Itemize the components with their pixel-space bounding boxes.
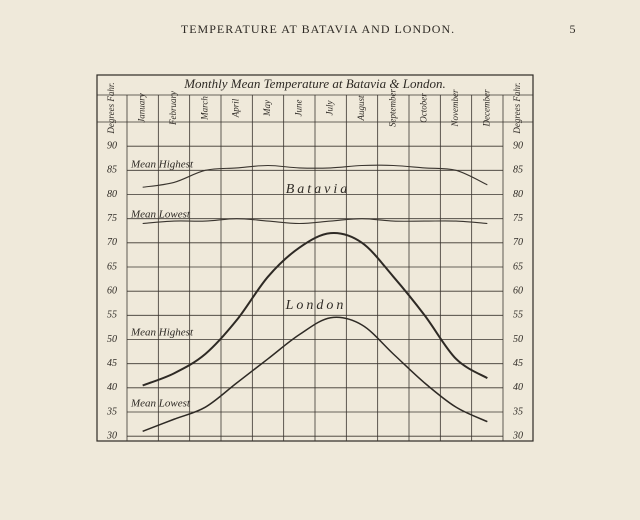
line-series [142,164,488,188]
y-tick-label: 65 [107,261,117,272]
y-tick-label-right: 90 [513,140,523,151]
line-series [142,232,488,387]
y-tick-label: 75 [107,213,117,224]
page-number: 5 [570,22,577,36]
y-tick-label-right: 60 [513,285,523,296]
annotation: London [285,298,347,313]
y-tick-label: 40 [107,382,117,393]
y-tick-label: 80 [107,189,117,200]
series-label: Mean Lowest [130,209,191,221]
x-tick-label: March [199,96,209,121]
y-tick-label-right: 30 [512,430,523,441]
x-tick-label: May [262,100,272,117]
series-label: Mean Highest [130,327,194,339]
line-series [142,218,488,225]
y-tick-label-right: 35 [512,406,523,417]
y-axis-label: Degrees Fahr. [512,82,522,134]
y-tick-label-right: 45 [513,358,523,369]
y-tick-label-right: 50 [513,334,523,345]
y-tick-label: 70 [107,237,117,248]
annotation: Batavia [286,182,351,197]
y-tick-label: 50 [107,334,117,345]
y-tick-label-right: 85 [513,165,523,176]
line-series [142,316,488,433]
y-tick-label: 35 [106,406,117,417]
page-header: TEMPERATURE AT BATAVIA AND LONDON. [181,22,455,36]
x-tick-label: July [325,101,335,116]
chart-title: Monthly Mean Temperature at Batavia & Lo… [183,76,446,91]
x-tick-label: December [481,89,491,127]
y-tick-label: 45 [107,358,117,369]
y-tick-label-right: 75 [513,213,523,224]
y-tick-label-right: 80 [513,189,523,200]
y-tick-label: 30 [106,430,117,441]
x-tick-label: February [168,91,178,126]
y-tick-label-right: 65 [513,261,523,272]
series-label: Mean Highest [130,159,194,171]
x-tick-label: November [450,89,460,127]
x-tick-label: September [387,89,397,127]
y-tick-label: 90 [107,140,117,151]
y-tick-label-right: 70 [513,237,523,248]
x-tick-label: October [419,93,429,123]
series-label: Mean Lowest [130,398,191,410]
x-tick-label: August [356,95,366,122]
y-tick-label: 85 [107,165,117,176]
y-tick-label-right: 40 [513,382,523,393]
y-tick-label-right: 55 [513,310,523,321]
x-tick-label: April [231,98,241,118]
y-tick-label: 60 [107,285,117,296]
x-tick-label: January [137,93,147,123]
y-axis-label: Degrees Fahr. [106,82,116,134]
x-tick-label: June [293,100,303,117]
y-tick-label: 55 [107,310,117,321]
